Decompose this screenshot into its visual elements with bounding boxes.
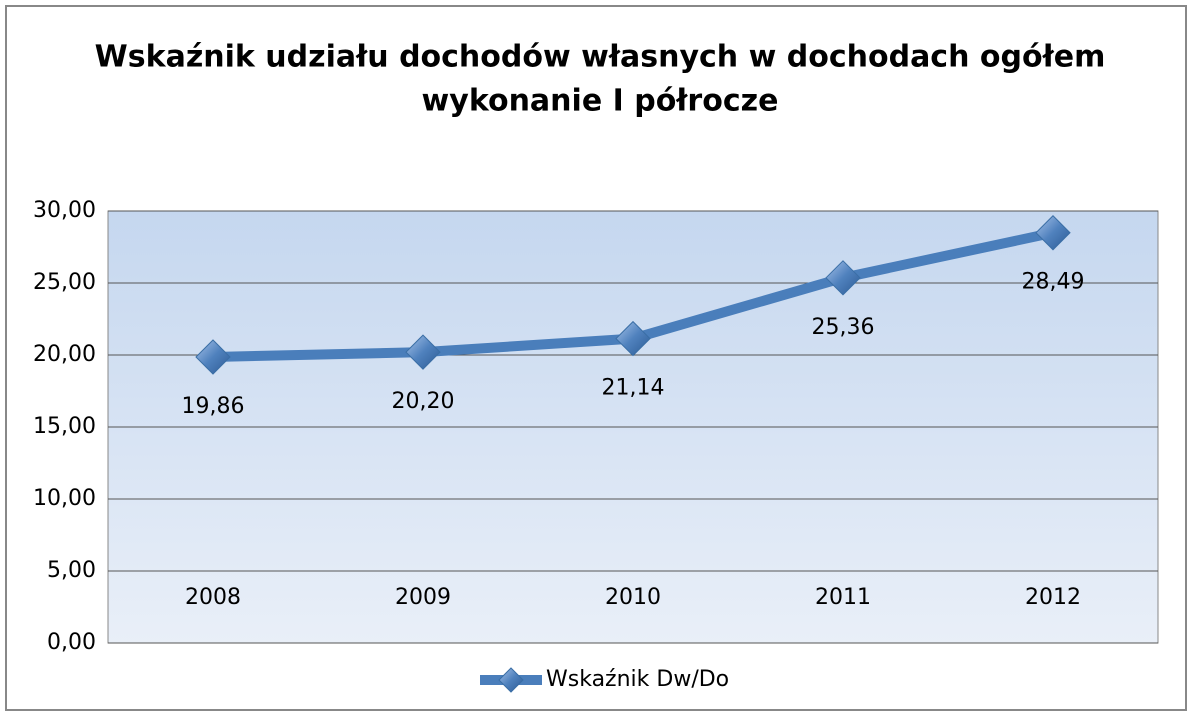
marker (615, 320, 651, 357)
data-label: 25,36 (812, 315, 875, 340)
x-tick-label: 2010 (605, 585, 661, 610)
x-tick-label: 2011 (815, 585, 871, 610)
legend-label: Wskaźnik Dw/Do (546, 667, 729, 692)
legend-marker (498, 667, 524, 693)
y-tick-label: 20,00 (33, 342, 96, 367)
marker (825, 260, 861, 296)
chart-title: Wskaźnik udziału dochodów własnych w doc… (95, 40, 1106, 75)
marker (195, 339, 231, 375)
y-tick-label: 5,00 (47, 558, 96, 583)
y-tick-label: 10,00 (33, 486, 96, 511)
y-tick-label: 15,00 (33, 414, 96, 439)
x-tick-label: 2008 (185, 585, 241, 610)
y-tick-label: 30,00 (33, 198, 96, 223)
x-tick-label: 2009 (395, 585, 451, 610)
y-tick-label: 25,00 (33, 270, 96, 295)
x-tick-label: 2012 (1025, 585, 1081, 610)
marker (405, 334, 441, 370)
data-label: 20,20 (392, 389, 455, 414)
chart-subtitle: wykonanie I półrocze (422, 84, 779, 119)
data-label: 19,86 (182, 394, 245, 419)
data-label: 21,14 (602, 376, 665, 401)
y-tick-label: 0,00 (47, 630, 96, 655)
marker (1035, 215, 1071, 251)
data-label: 28,49 (1022, 270, 1085, 295)
